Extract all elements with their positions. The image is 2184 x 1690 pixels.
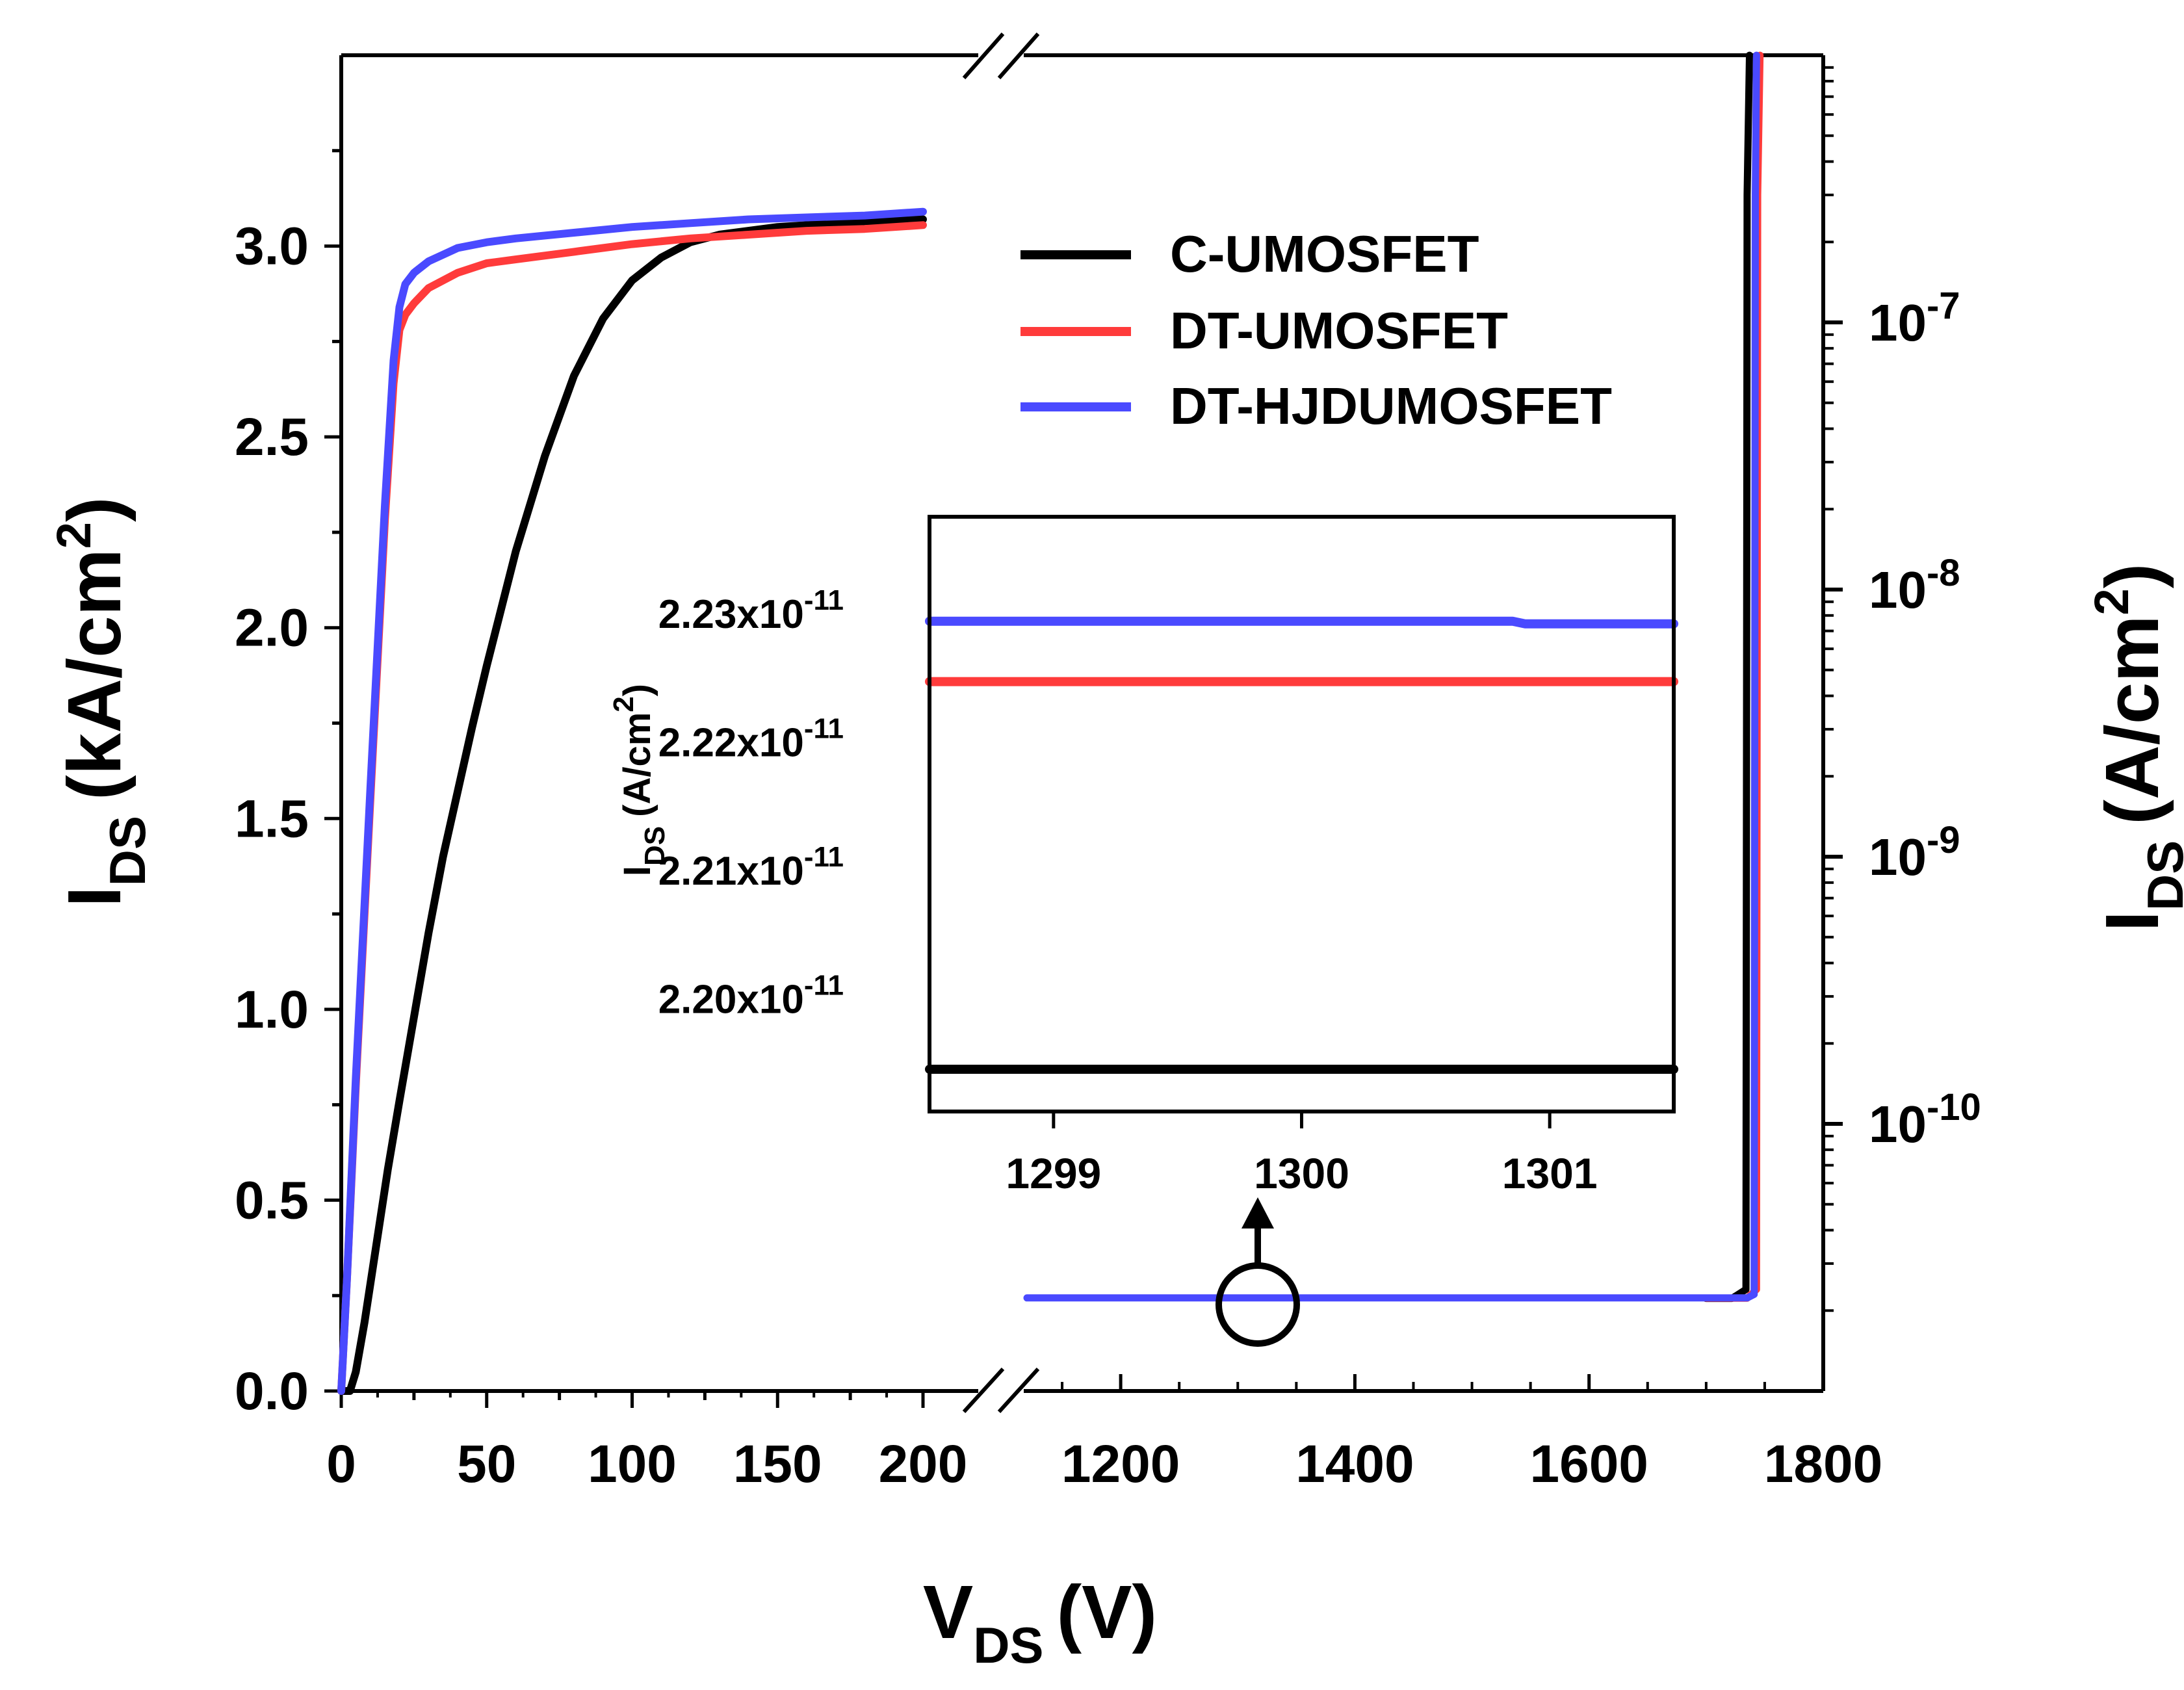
zoom-circle [1216, 1262, 1300, 1347]
inset-series-dt-hjdumosfet-line [925, 616, 1678, 629]
right-series-c-umosfet-line [1702, 51, 1753, 1303]
y-tick-label-left-3-0: 3.0 [235, 217, 309, 276]
x-tick-label-right-1200: 1200 [1061, 1435, 1180, 1494]
legend-label-c-umosfet: C-UMOSFET [1170, 225, 1479, 283]
left-series-c-umosfet-line [337, 215, 927, 1395]
x-tick-label-left-50: 50 [457, 1435, 516, 1494]
inset-y-tick-label-2-21x10e-11: 2.21x10-11 [658, 841, 844, 894]
x-tick-label-right-1400: 1400 [1295, 1435, 1414, 1494]
x-tick-label-left-100: 100 [588, 1435, 677, 1494]
inset-x-tick-label-1301: 1301 [1502, 1149, 1598, 1197]
y-tick-label-right-10e-10: 10-10 [1869, 1086, 1981, 1153]
inset-x-tick-label-1300: 1300 [1254, 1149, 1349, 1197]
x-tick-label-right-1800: 1800 [1764, 1435, 1882, 1494]
inset: IDS(A/cm2) [608, 515, 1676, 1113]
x-tick-label-left-150: 150 [733, 1435, 822, 1494]
right-series-dt-hjdumosfet-line [1023, 51, 1760, 1302]
y-tick-label-left-0-0: 0.0 [235, 1362, 309, 1421]
svg-text:IDS(kA/cm2): IDS(kA/cm2) [47, 497, 156, 907]
y-tick-label-left-2-5: 2.5 [235, 408, 309, 467]
bottom-break-mark-2 [997, 1367, 1040, 1414]
zoom-arrow-head [1242, 1197, 1274, 1228]
legend-item-dt-umosfet: DT-UMOSFET [1020, 302, 1508, 359]
left-y-axis-title: IDS(kA/cm2) [47, 497, 156, 907]
zoom-annotation [1216, 1197, 1300, 1347]
y-tick-label-right-10e-9: 10-9 [1869, 819, 1960, 886]
y-tick-label-left-0-5: 0.5 [235, 1171, 309, 1230]
legend-item-c-umosfet: C-UMOSFET [1020, 225, 1479, 283]
svg-text:IDS(A/cm2): IDS(A/cm2) [608, 684, 671, 876]
y-tick-label-right-10e-7: 10-7 [1869, 285, 1960, 352]
top-break-mark-1 [962, 32, 1005, 79]
inset-y-axis-title: IDS(A/cm2) [608, 684, 671, 876]
y-tick-label-left-2-0: 2.0 [235, 599, 309, 658]
svg-text:VDS(V): VDS (V) [923, 1570, 1157, 1674]
x-axis-title: VDS (V) [923, 1570, 1157, 1674]
inset-y-tick-label-2-23x10e-11: 2.23x10-11 [658, 584, 844, 637]
ticks-layer: 0.0 0.5 1.0 1.5 2.0 2.5 3.0 0 50 100 150 200 1200 140… [235, 66, 1981, 1494]
y-tick-label-left-1-5: 1.5 [235, 789, 309, 848]
bottom-break-mark-1 [962, 1367, 1005, 1414]
inset-frame [928, 515, 1676, 1113]
inset-y-tick-label-2-22x10e-11: 2.22x10-11 [658, 712, 844, 765]
y-tick-label-left-1-0: 1.0 [235, 980, 309, 1039]
legend-item-dt-hjdumosfet: DT-HJDUMOSFET [1020, 377, 1612, 435]
inset-y-tick-label-2-20x10e-11: 2.20x10-11 [658, 969, 844, 1022]
legend-label-dt-umosfet: DT-UMOSFET [1170, 302, 1508, 359]
y-tick-label-right-10e-8: 10-8 [1869, 552, 1960, 619]
top-break-mark-2 [997, 32, 1040, 79]
inset-x-tick-label-1299: 1299 [1006, 1149, 1101, 1197]
x-tick-label-right-1600: 1600 [1529, 1435, 1648, 1494]
left-series-dt-hjdumosfet-line [337, 207, 927, 1395]
svg-text:IDS(A/cm2): IDS(A/cm2) [2085, 564, 2184, 932]
right-y-axis-title: IDS(A/cm2) [2085, 564, 2184, 932]
series-layer [337, 51, 1764, 1395]
x-tick-label-left-0: 0 [326, 1435, 356, 1494]
axis-break-marks [962, 32, 1040, 1414]
legend-label-dt-hjdumosfet: DT-HJDUMOSFET [1170, 377, 1612, 435]
x-tick-label-left-200: 200 [879, 1435, 968, 1494]
legend: C-UMOSFET DT-UMOSFET DT-HJDUMOSFET [1020, 225, 1612, 435]
